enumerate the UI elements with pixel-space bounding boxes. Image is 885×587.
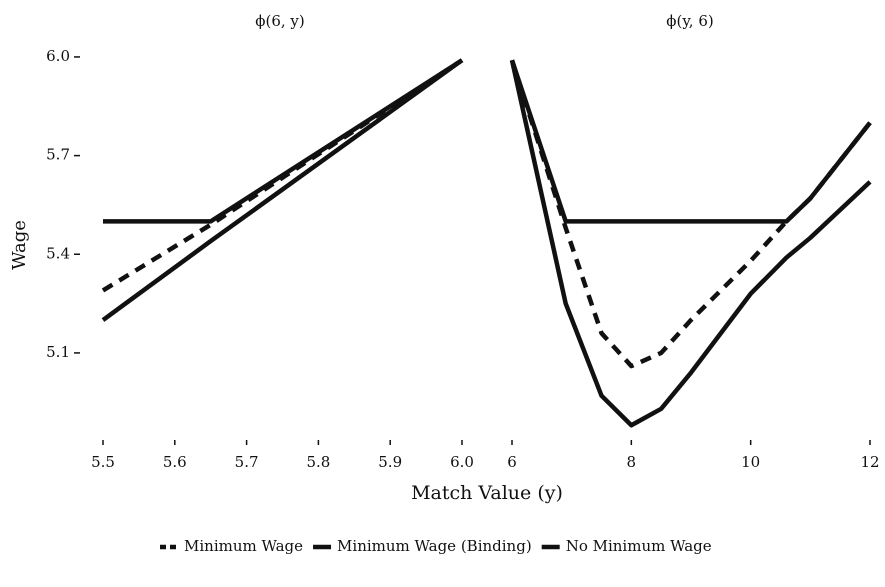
y-axis-label: Wage (9, 220, 30, 270)
x-tick-label: 6.0 (450, 453, 474, 471)
series-line (103, 58, 464, 224)
series-line (509, 59, 872, 428)
x-tick-label: 8 (627, 453, 637, 471)
legend-label: No Minimum Wage (566, 537, 712, 555)
y-tick-label: 5.7 (46, 146, 70, 164)
panel-title: ϕ(y, 6) (666, 12, 714, 30)
x-tick-label: 5.8 (306, 453, 330, 471)
series-line (101, 58, 464, 322)
x-tick-label: 12 (860, 453, 879, 471)
panel-title: ϕ(6, y) (255, 12, 304, 30)
y-tick-label: 5.4 (46, 244, 70, 262)
x-tick-label: 5.5 (91, 453, 115, 471)
y-tick-label: 5.1 (46, 343, 70, 361)
x-tick-label: 5.7 (235, 453, 259, 471)
x-axis-label: Match Value (y) (411, 482, 563, 504)
x-tick-label: 6 (507, 453, 517, 471)
x-tick-label: 5.6 (163, 453, 187, 471)
y-tick-label: 6.0 (46, 47, 70, 65)
x-tick-label: 10 (741, 453, 760, 471)
series-line (509, 59, 872, 224)
series-line (509, 59, 872, 369)
x-tick-label: 5.9 (378, 453, 402, 471)
legend-label: Minimum Wage (184, 537, 303, 555)
legend-label: Minimum Wage (Binding) (337, 537, 532, 555)
